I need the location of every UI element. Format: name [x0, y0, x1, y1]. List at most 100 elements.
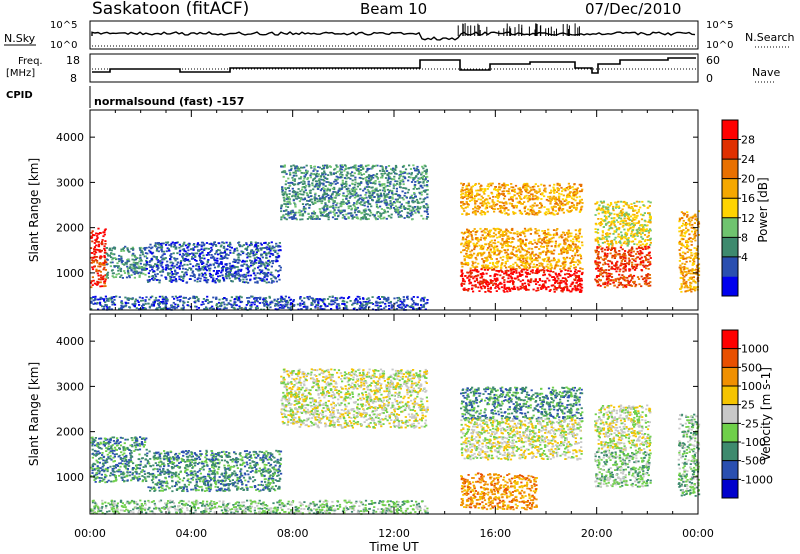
power-cell	[543, 267, 546, 269]
power-cell	[383, 209, 386, 211]
power-cell	[312, 170, 315, 172]
power-cell	[532, 204, 535, 207]
power-cell	[121, 248, 125, 251]
power-cell	[404, 177, 407, 180]
power-cell	[330, 198, 333, 200]
power-cell	[511, 253, 514, 255]
power-cell	[420, 191, 423, 194]
power-cell	[253, 297, 256, 300]
power-cell	[336, 170, 339, 173]
power-cell	[375, 300, 378, 303]
power-cell	[237, 299, 240, 302]
power-cell	[581, 205, 584, 208]
power-cell	[350, 212, 353, 214]
power-cell	[203, 257, 206, 260]
power-cell	[421, 297, 424, 300]
power-cell	[169, 267, 173, 270]
power-cell	[300, 210, 303, 213]
power-cell	[170, 242, 173, 245]
power-cell	[406, 295, 409, 298]
power-cell	[371, 182, 374, 185]
power-cell	[228, 246, 232, 248]
power-cell	[543, 184, 546, 187]
power-cell	[535, 190, 538, 193]
power-cell	[152, 301, 155, 304]
power-cell	[326, 207, 329, 210]
power-cell	[481, 197, 485, 199]
power-cell	[419, 192, 422, 195]
power-cell	[504, 262, 507, 265]
power-cell	[291, 209, 294, 212]
power-cell	[421, 186, 424, 189]
power-cell	[229, 266, 232, 268]
power-cell	[327, 181, 330, 183]
power-cell	[496, 265, 499, 268]
power-cell	[471, 185, 475, 188]
power-cell	[202, 298, 205, 300]
power-cell	[226, 303, 229, 306]
power-cell	[210, 246, 213, 249]
power-cell	[241, 274, 244, 277]
power-cell	[275, 280, 278, 283]
power-cell	[299, 296, 302, 298]
power-cell	[309, 165, 312, 167]
power-cell	[566, 249, 569, 252]
power-cell	[465, 201, 468, 204]
power-cell	[268, 295, 271, 298]
power-cell	[417, 182, 420, 185]
power-cell	[314, 306, 317, 309]
power-cell	[358, 176, 361, 179]
power-cell	[281, 300, 284, 303]
power-cell	[520, 264, 523, 267]
power-cell	[182, 302, 185, 304]
power-cell	[573, 190, 576, 193]
power-cell	[309, 174, 312, 177]
power-cell	[317, 301, 320, 303]
power-cell	[126, 265, 129, 268]
power-cell	[388, 173, 391, 175]
power-cell	[158, 279, 161, 282]
power-cell	[552, 252, 555, 255]
power-cell	[538, 188, 541, 190]
power-cell	[208, 243, 211, 245]
power-cell	[413, 167, 416, 170]
power-cell	[281, 215, 284, 218]
power-cell	[258, 257, 261, 260]
power-cell	[491, 251, 494, 254]
power-cell	[519, 254, 522, 257]
power-cell	[335, 218, 339, 220]
power-cell	[567, 243, 571, 246]
power-cell	[572, 198, 575, 201]
power-cell	[324, 185, 327, 187]
power-cell	[171, 264, 174, 267]
power-cell	[471, 254, 474, 257]
power-cell	[469, 231, 472, 233]
power-cell	[345, 167, 348, 170]
power-cell	[203, 267, 206, 270]
power-cell	[550, 237, 553, 240]
power-cell	[487, 234, 490, 237]
power-cell	[156, 268, 159, 271]
power-cell	[90, 256, 93, 259]
power-cell	[333, 186, 336, 189]
power-cell	[553, 249, 556, 252]
power-cell	[563, 240, 566, 243]
power-cell	[520, 193, 523, 196]
power-cell	[169, 244, 172, 247]
power-cell	[132, 261, 135, 264]
power-cell	[399, 171, 403, 174]
power-cell	[91, 259, 94, 261]
power-cell	[271, 253, 274, 255]
power-cell	[402, 298, 405, 301]
power-cell	[501, 246, 504, 249]
power-cell	[96, 272, 99, 275]
power-cell	[541, 264, 544, 267]
power-cell	[302, 205, 306, 208]
power-cell	[389, 207, 392, 210]
power-cell	[99, 304, 102, 306]
power-cell	[409, 212, 412, 215]
power-cell	[285, 173, 288, 175]
power-cell	[317, 173, 320, 176]
power-cell	[106, 273, 109, 275]
power-cell	[326, 305, 329, 307]
